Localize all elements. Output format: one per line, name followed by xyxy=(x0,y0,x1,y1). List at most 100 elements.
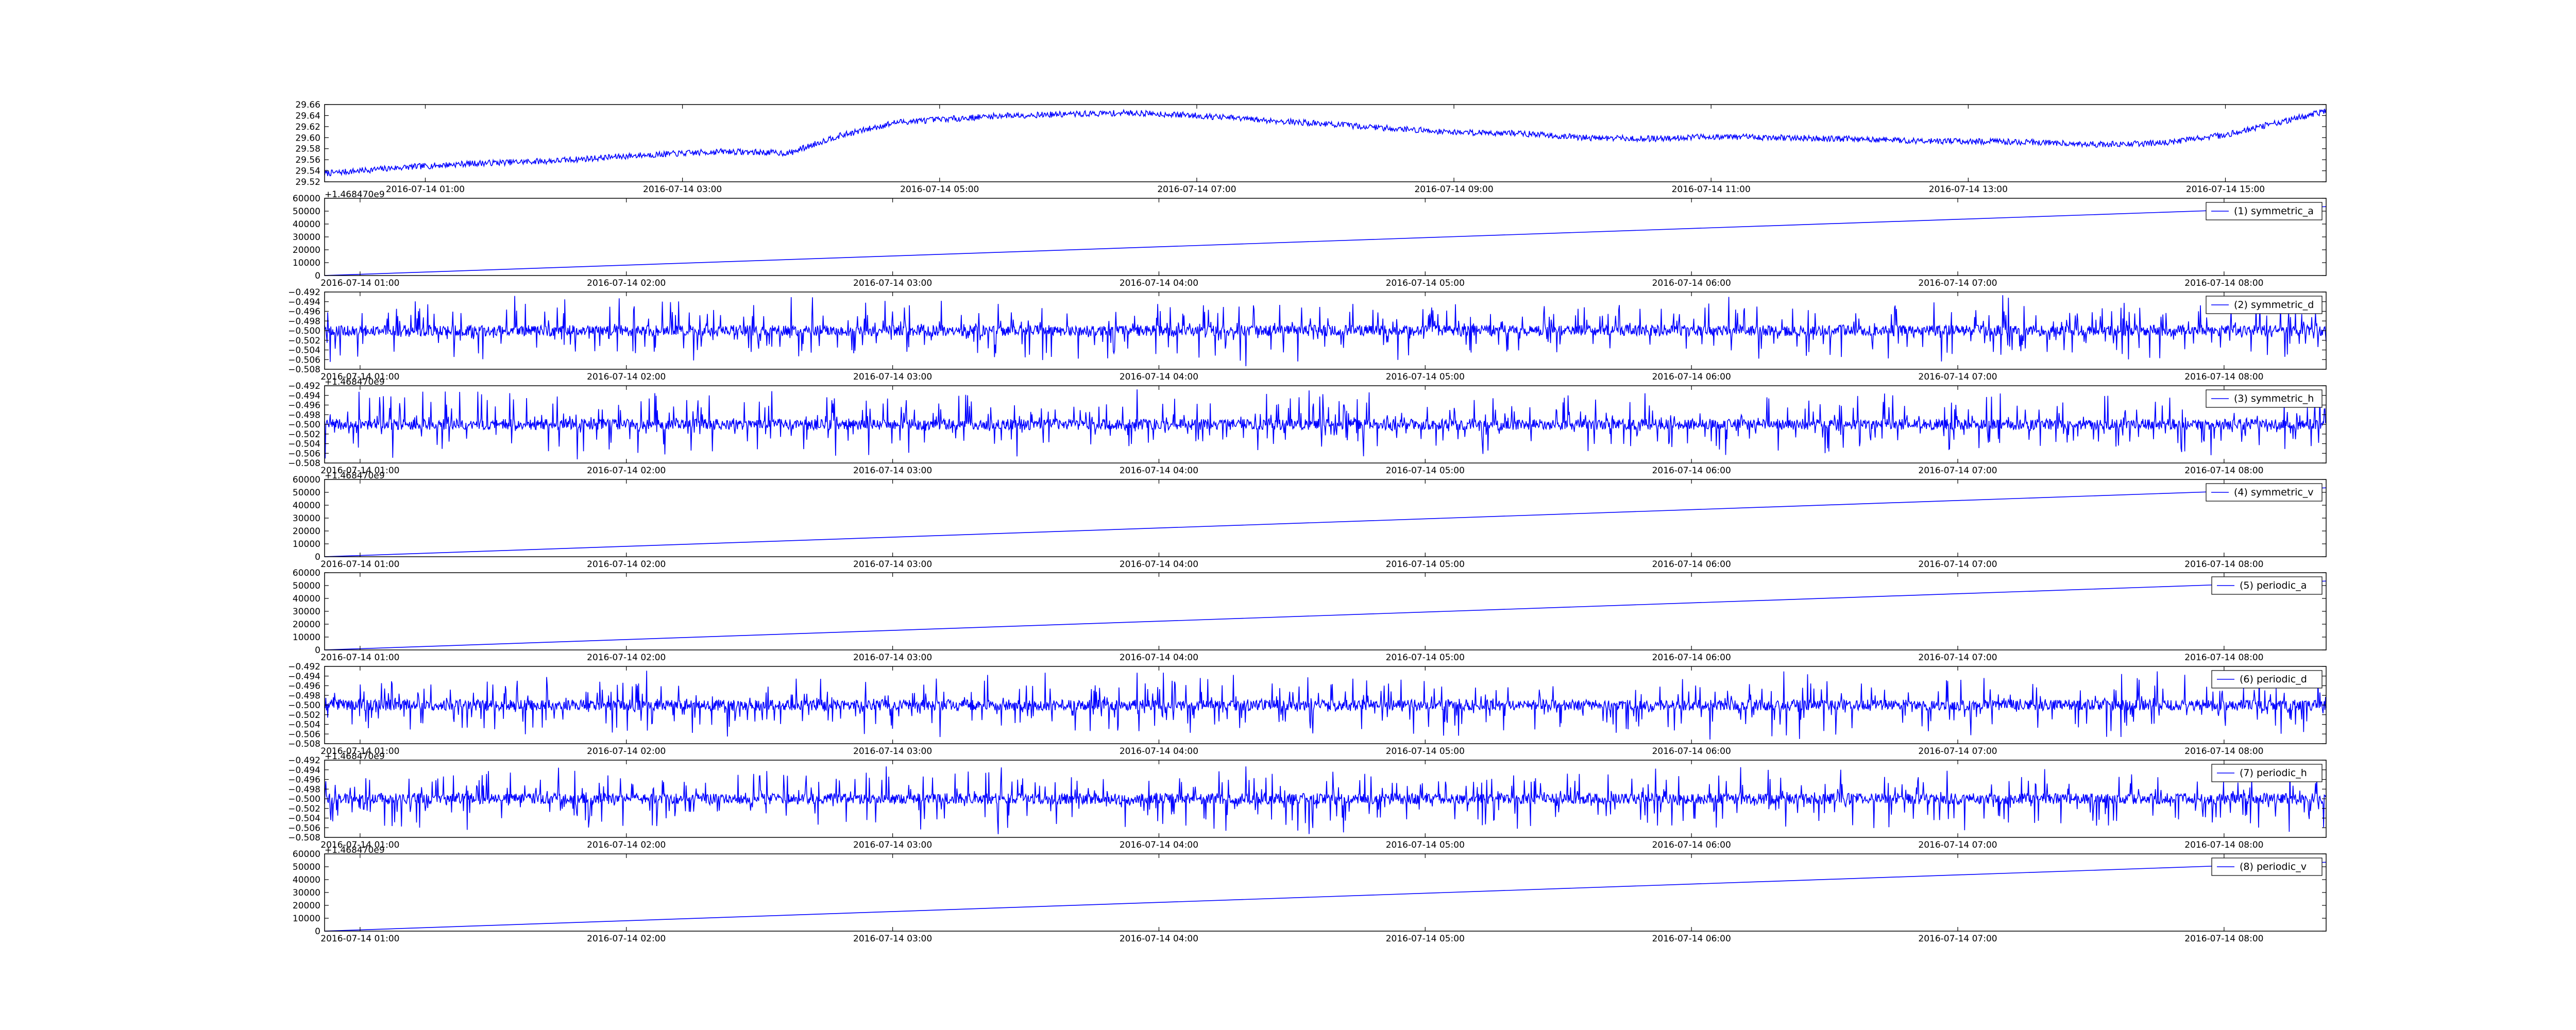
x-tick-label: 2016-07-14 03:00 xyxy=(853,746,932,757)
x-tick-label: 2016-07-14 06:00 xyxy=(1652,934,1731,944)
x-tick-label: 2016-07-14 08:00 xyxy=(2184,840,2263,850)
y-tick-label: 29.58 xyxy=(295,144,320,154)
x-tick-label: 2016-07-14 05:00 xyxy=(900,184,979,195)
subplot-2: 0 10000 20000 30000 40000 50000 60000 2016-07-1… xyxy=(293,190,2327,288)
y-tick-label: −0.494 xyxy=(288,672,320,682)
y-tick-label: −0.500 xyxy=(288,326,320,336)
y-tick-label: −0.506 xyxy=(288,355,320,365)
y-tick-label: 40000 xyxy=(293,594,320,604)
x-tick-label: 2016-07-14 07:00 xyxy=(1918,372,1997,382)
y-tick-label: −0.504 xyxy=(288,720,320,730)
x-tick-label: 2016-07-14 03:00 xyxy=(643,184,722,195)
plot-frame-1 xyxy=(324,104,2327,182)
y-tick-label: 40000 xyxy=(293,501,320,511)
x-tick-label: 2016-07-14 01:00 xyxy=(320,372,399,382)
y-tick-label: −0.494 xyxy=(288,391,320,401)
x-tick-label: 2016-07-14 05:00 xyxy=(1386,372,1465,382)
y-tick-label: −0.498 xyxy=(288,691,320,701)
y-tick-label: −0.492 xyxy=(288,287,320,298)
x-tick-label: 2016-07-14 01:00 xyxy=(320,840,399,850)
offset-label: +1.468470e9 xyxy=(325,377,385,387)
x-tick-label: 2016-07-14 01:00 xyxy=(320,466,399,476)
y-tick-label: 20000 xyxy=(293,901,320,911)
y-tick-label: 40000 xyxy=(293,875,320,885)
x-tick-label: 2016-07-14 03:00 xyxy=(853,466,932,476)
y-tick-label: −0.498 xyxy=(288,410,320,420)
x-tick-label: 2016-07-14 07:00 xyxy=(1918,840,1997,850)
x-tick-label: 2016-07-14 08:00 xyxy=(2184,466,2263,476)
x-tick-label: 2016-07-14 03:00 xyxy=(853,278,932,288)
subplot-5: 0 10000 20000 30000 40000 50000 60000 2016-07-1… xyxy=(293,471,2327,570)
x-tick-label: 2016-07-14 02:00 xyxy=(587,934,666,944)
x-tick-label: 2016-07-14 05:00 xyxy=(1386,746,1465,757)
x-tick-label: 2016-07-14 03:00 xyxy=(853,840,932,850)
x-tick-label: 2016-07-14 08:00 xyxy=(2184,278,2263,288)
y-tick-label: −0.506 xyxy=(288,449,320,459)
x-tick-label: 2016-07-14 03:00 xyxy=(853,934,932,944)
legend-label: (8) periodic_v xyxy=(2240,861,2307,872)
x-tick-label: 2016-07-14 02:00 xyxy=(587,466,666,476)
x-tick-label: 2016-07-14 13:00 xyxy=(1929,184,2008,195)
x-tick-label: 2016-07-14 06:00 xyxy=(1652,372,1731,382)
subplot-4: −0.508−0.506−0.504−0.502−0.500−0.498−0.4… xyxy=(288,377,2327,476)
x-tick-label: 2016-07-14 07:00 xyxy=(1918,934,1997,944)
x-tick-label: 2016-07-14 08:00 xyxy=(2184,934,2263,944)
subplot-6: 0 10000 20000 30000 40000 50000 60000 2016-07-1… xyxy=(293,568,2327,663)
x-tick-label: 2016-07-14 06:00 xyxy=(1652,559,1731,570)
x-tick-label: 2016-07-14 02:00 xyxy=(587,746,666,757)
y-tick-label: −0.494 xyxy=(288,765,320,776)
y-tick-label: 29.64 xyxy=(295,111,320,121)
y-tick-label: −0.502 xyxy=(288,804,320,814)
x-tick-label: 2016-07-14 01:00 xyxy=(386,184,465,195)
x-tick-label: 2016-07-14 03:00 xyxy=(853,559,932,570)
x-tick-label: 2016-07-14 01:00 xyxy=(320,746,399,757)
y-tick-label: −0.492 xyxy=(288,381,320,391)
x-tick-label: 2016-07-14 02:00 xyxy=(587,653,666,663)
y-tick-label: 10000 xyxy=(293,539,320,550)
y-tick-label: −0.492 xyxy=(288,756,320,766)
x-tick-label: 2016-07-14 07:00 xyxy=(1918,559,1997,570)
y-tick-label: 30000 xyxy=(293,888,320,898)
y-tick-label: −0.494 xyxy=(288,297,320,307)
y-tick-label: 50000 xyxy=(293,488,320,498)
y-tick-label: 29.54 xyxy=(295,166,320,177)
y-tick-label: 29.66 xyxy=(295,100,320,110)
y-tick-label: 50000 xyxy=(293,581,320,591)
x-tick-label: 2016-07-14 01:00 xyxy=(320,278,399,288)
y-tick-label: −0.500 xyxy=(288,420,320,430)
y-tick-label: 29.60 xyxy=(295,133,320,143)
y-tick-label: −0.498 xyxy=(288,784,320,795)
y-tick-label: 29.52 xyxy=(295,177,320,187)
x-tick-label: 2016-07-14 03:00 xyxy=(853,372,932,382)
x-tick-label: 2016-07-14 05:00 xyxy=(1386,653,1465,663)
y-tick-label: −0.500 xyxy=(288,700,320,711)
y-tick-label: −0.492 xyxy=(288,662,320,672)
x-tick-label: 2016-07-14 07:00 xyxy=(1918,278,1997,288)
y-tick-label: 40000 xyxy=(293,219,320,230)
x-tick-label: 2016-07-14 02:00 xyxy=(587,559,666,570)
series-line-6 xyxy=(324,580,2327,650)
legend-label: (4) symmetric_v xyxy=(2234,487,2314,498)
offset-label: +1.468470e9 xyxy=(325,751,385,762)
legend-9: (8) periodic_v xyxy=(2211,857,2323,876)
x-tick-label: 2016-07-14 04:00 xyxy=(1120,934,1198,944)
y-tick-label: −0.508 xyxy=(288,365,320,375)
y-tick-label: −0.504 xyxy=(288,439,320,450)
legend-5: (4) symmetric_v xyxy=(2206,483,2323,502)
x-tick-label: 2016-07-14 01:00 xyxy=(320,653,399,663)
offset-label: +1.468470e9 xyxy=(325,190,385,200)
y-tick-label: −0.496 xyxy=(288,681,320,692)
legend-label: (5) periodic_a xyxy=(2240,580,2307,591)
series-line-7 xyxy=(324,671,2327,740)
y-tick-label: −0.508 xyxy=(288,458,320,469)
x-tick-label: 2016-07-14 03:00 xyxy=(853,653,932,663)
x-tick-label: 2016-07-14 04:00 xyxy=(1120,559,1198,570)
legend-label: (1) symmetric_a xyxy=(2234,205,2314,217)
x-tick-label: 2016-07-14 05:00 xyxy=(1386,466,1465,476)
y-tick-label: −0.496 xyxy=(288,307,320,317)
legend-2: (1) symmetric_a xyxy=(2206,202,2323,220)
x-tick-label: 2016-07-14 04:00 xyxy=(1120,653,1198,663)
subplot-1: 29.5229.5429.5629.5829.6029.6229.6429.66… xyxy=(295,100,2327,195)
series-line-1 xyxy=(324,108,2327,177)
y-tick-label: −0.506 xyxy=(288,823,320,833)
